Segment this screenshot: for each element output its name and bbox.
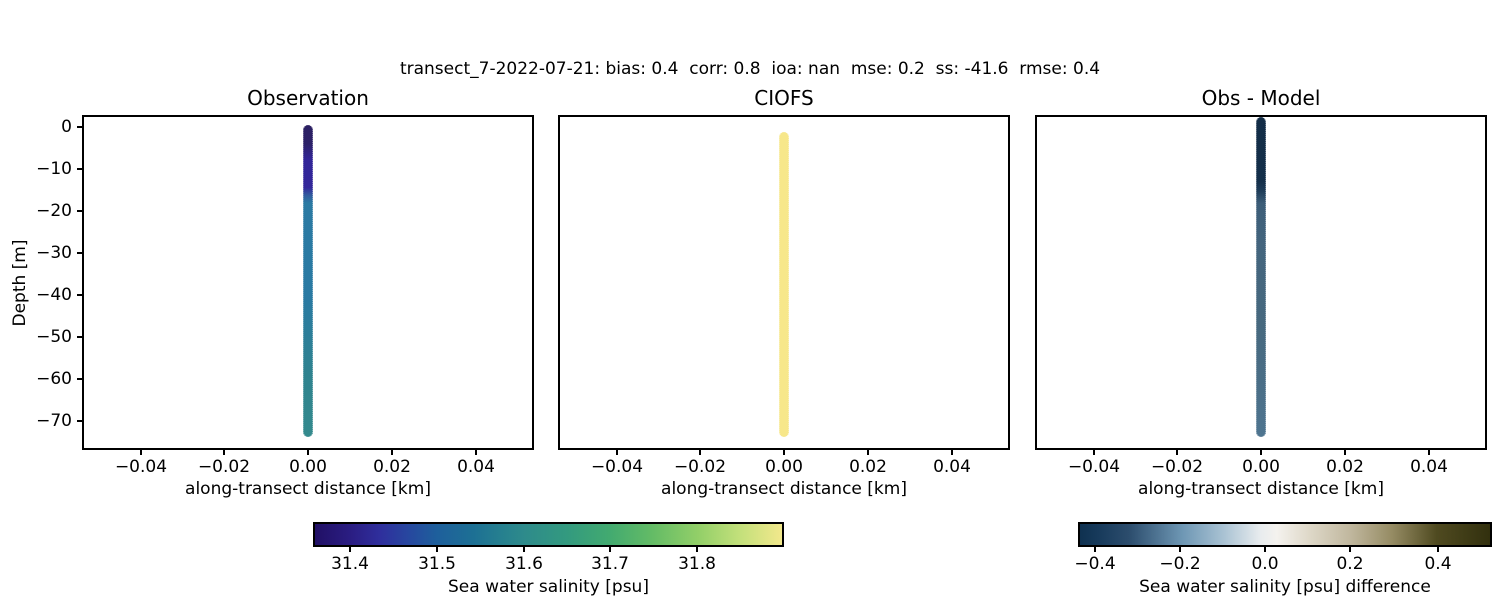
x-axis-label-observation: along-transect distance [km] (185, 479, 431, 499)
x-tick-label: 0.00 (1242, 457, 1280, 477)
x-tick (1428, 450, 1430, 455)
observation-profile-line (303, 125, 313, 437)
x-axis-label-difference: along-transect distance [km] (1138, 479, 1384, 499)
y-tick-label: −40 (36, 285, 72, 305)
y-tick-label: −20 (36, 201, 72, 221)
salinity-colorbar-gradient (315, 524, 782, 545)
colorbar-tick-label: −0.4 (1074, 554, 1116, 574)
colorbar-tick-label: −0.2 (1159, 554, 1201, 574)
x-tick (1176, 450, 1178, 455)
colorbar-tick (1437, 547, 1439, 552)
colorbar-tick (1349, 547, 1351, 552)
axes-ciofs (558, 115, 1010, 450)
y-axis-label: Depth [m] (10, 239, 30, 327)
colorbar-tick-label: 31.4 (331, 554, 369, 574)
y-tick-label: −50 (36, 327, 72, 347)
x-tick (616, 450, 618, 455)
x-tick-label: 0.04 (457, 457, 495, 477)
x-tick (140, 450, 142, 455)
x-tick (867, 450, 869, 455)
difference-profile-line (1256, 117, 1266, 437)
subplot-title-ciofs: CIOFS (754, 86, 814, 110)
y-tick (77, 294, 82, 296)
y-tick (77, 210, 82, 212)
x-tick (951, 450, 953, 455)
y-tick-label: 0 (61, 117, 72, 137)
difference-colorbar-label: Sea water salinity [psu] difference (1139, 577, 1431, 597)
y-tick (77, 378, 82, 380)
colorbar-tick (1094, 547, 1096, 552)
subplot-title-difference: Obs - Model (1201, 86, 1321, 110)
x-tick (1344, 450, 1346, 455)
x-axis-label-ciofs: along-transect distance [km] (661, 479, 907, 499)
y-tick-label: −10 (36, 159, 72, 179)
colorbar-tick-label: 31.6 (505, 554, 543, 574)
salinity-colorbar (313, 522, 784, 547)
y-tick (77, 126, 82, 128)
x-tick-label: 0.02 (849, 457, 887, 477)
colorbar-tick (1264, 547, 1266, 552)
x-tick-label: 0.02 (1326, 457, 1364, 477)
colorbar-tick (523, 547, 525, 552)
x-tick-label: 0.02 (373, 457, 411, 477)
x-tick-label: 0.04 (933, 457, 971, 477)
y-tick-label: −30 (36, 243, 72, 263)
difference-colorbar-gradient (1080, 524, 1490, 545)
colorbar-tick (436, 547, 438, 552)
x-tick (699, 450, 701, 455)
y-tick (77, 420, 82, 422)
y-tick (77, 168, 82, 170)
y-tick (77, 252, 82, 254)
x-tick (1260, 450, 1262, 455)
x-tick-label: 0.00 (289, 457, 327, 477)
title-line-stats: transect_7-2022-07-21: bias: 0.4 corr: 0… (399, 59, 1101, 79)
axes-observation (82, 115, 534, 450)
subplot-title-observation: Observation (247, 86, 369, 110)
x-tick (223, 450, 225, 455)
colorbar-tick-label: 31.8 (678, 554, 716, 574)
ciofs-profile-line (779, 132, 789, 437)
x-tick-label: −0.02 (673, 457, 727, 477)
colorbar-tick (609, 547, 611, 552)
x-tick (307, 450, 309, 455)
x-tick (391, 450, 393, 455)
colorbar-tick-label: 31.7 (591, 554, 629, 574)
y-tick-label: −60 (36, 369, 72, 389)
x-tick-label: −0.04 (114, 457, 168, 477)
colorbar-tick (349, 547, 351, 552)
x-tick-label: −0.04 (1067, 457, 1121, 477)
y-tick-label: −70 (36, 411, 72, 431)
colorbar-tick-label: 0.2 (1336, 554, 1364, 574)
x-tick-label: −0.02 (1150, 457, 1204, 477)
difference-colorbar (1078, 522, 1492, 547)
colorbar-tick-label: 0.4 (1424, 554, 1452, 574)
salinity-colorbar-label: Sea water salinity [psu] (448, 577, 649, 597)
y-tick (77, 336, 82, 338)
x-tick (783, 450, 785, 455)
x-tick-label: 0.00 (765, 457, 803, 477)
colorbar-tick (696, 547, 698, 552)
x-tick-label: −0.04 (590, 457, 644, 477)
colorbar-tick (1179, 547, 1181, 552)
colorbar-tick-label: 0.0 (1251, 554, 1279, 574)
x-tick-label: 0.04 (1410, 457, 1448, 477)
x-tick (475, 450, 477, 455)
axes-difference (1035, 115, 1487, 450)
x-tick (1093, 450, 1095, 455)
colorbar-tick-label: 31.5 (418, 554, 456, 574)
x-tick-label: −0.02 (197, 457, 251, 477)
